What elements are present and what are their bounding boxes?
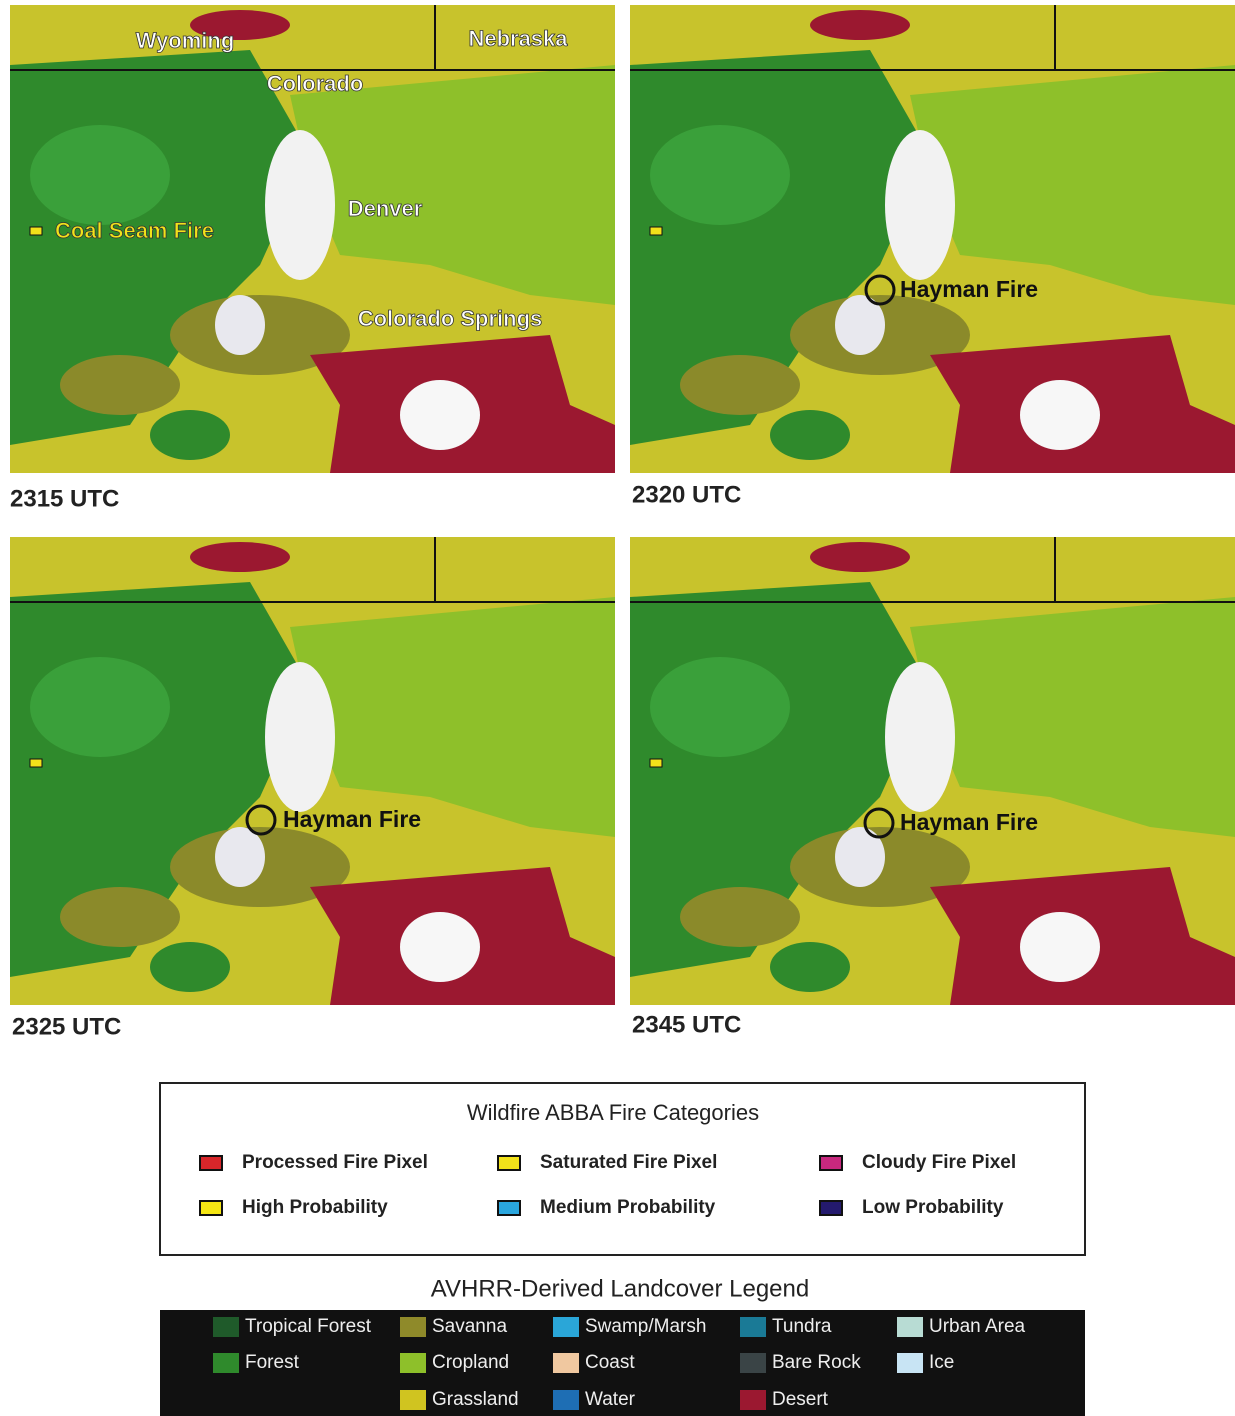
map-label: Hayman Fire bbox=[283, 806, 421, 832]
time-label: 2325 UTC bbox=[12, 1013, 121, 1040]
legend-swatch bbox=[213, 1317, 239, 1337]
legend-label: Cloudy Fire Pixel bbox=[862, 1152, 1016, 1173]
legend-swatch bbox=[553, 1353, 579, 1373]
legend-swatch bbox=[553, 1390, 579, 1410]
legend-label: Medium Probability bbox=[540, 1197, 716, 1218]
legend-label: Bare Rock bbox=[772, 1352, 861, 1373]
fire-marker bbox=[245, 804, 277, 836]
legend-label: Desert bbox=[772, 1389, 829, 1410]
map-label: Colorado Springs bbox=[358, 306, 543, 331]
legend-label: Savanna bbox=[432, 1316, 507, 1337]
map-panel bbox=[9, 536, 616, 1006]
legend-title: AVHRR-Derived Landcover Legend bbox=[431, 1275, 809, 1302]
legend-swatch bbox=[400, 1390, 426, 1410]
legend-label: Coast bbox=[585, 1352, 635, 1373]
legend-swatch bbox=[553, 1317, 579, 1337]
legend-label: Forest bbox=[245, 1352, 300, 1373]
legend-label: Swamp/Marsh bbox=[585, 1316, 706, 1337]
legend-swatch bbox=[897, 1317, 923, 1337]
legend-label: Cropland bbox=[432, 1352, 509, 1373]
map-label: Coal Seam Fire bbox=[55, 218, 214, 243]
legend-label: Tropical Forest bbox=[245, 1316, 372, 1337]
legend-label: Processed Fire Pixel bbox=[242, 1152, 428, 1173]
fire-legend-box bbox=[159, 1082, 1086, 1256]
legend-label: Grassland bbox=[432, 1389, 519, 1410]
legend-swatch bbox=[213, 1353, 239, 1373]
legend-swatch bbox=[497, 1155, 521, 1171]
legend-label: Urban Area bbox=[929, 1316, 1026, 1337]
legend-swatch bbox=[740, 1353, 766, 1373]
legend-swatch bbox=[400, 1317, 426, 1337]
map-panel bbox=[629, 536, 1235, 1006]
legend-label: Water bbox=[585, 1389, 636, 1410]
legend-swatch bbox=[199, 1200, 223, 1216]
legend-swatch bbox=[819, 1155, 843, 1171]
legend-label: Tundra bbox=[772, 1316, 832, 1337]
fire-marker bbox=[863, 807, 895, 839]
map-label: Hayman Fire bbox=[900, 276, 1038, 302]
map-label: Denver bbox=[348, 196, 423, 221]
fire-marker bbox=[864, 274, 896, 306]
legend-title: Wildfire ABBA Fire Categories bbox=[467, 1100, 759, 1125]
legend-label: Ice bbox=[929, 1352, 954, 1373]
legend-swatch bbox=[199, 1155, 223, 1171]
map-label: Colorado bbox=[267, 71, 364, 96]
legend-swatch bbox=[740, 1317, 766, 1337]
map-label: Wyoming bbox=[136, 28, 235, 53]
legend-swatch bbox=[819, 1200, 843, 1216]
legend-swatch bbox=[897, 1353, 923, 1373]
time-label: 2315 UTC bbox=[10, 485, 119, 512]
landcover-legend-box bbox=[160, 1310, 1085, 1416]
legend-swatch bbox=[740, 1390, 766, 1410]
map-label: Nebraska bbox=[468, 26, 568, 51]
legend-label: High Probability bbox=[242, 1197, 388, 1218]
time-label: 2320 UTC bbox=[632, 481, 741, 508]
map-panel bbox=[629, 4, 1235, 474]
legend-swatch bbox=[400, 1353, 426, 1373]
time-label: 2345 UTC bbox=[632, 1011, 741, 1038]
legend-swatch bbox=[497, 1200, 521, 1216]
legend-label: Low Probability bbox=[862, 1197, 1004, 1218]
map-label: Hayman Fire bbox=[900, 809, 1038, 835]
legend-label: Saturated Fire Pixel bbox=[540, 1152, 717, 1173]
